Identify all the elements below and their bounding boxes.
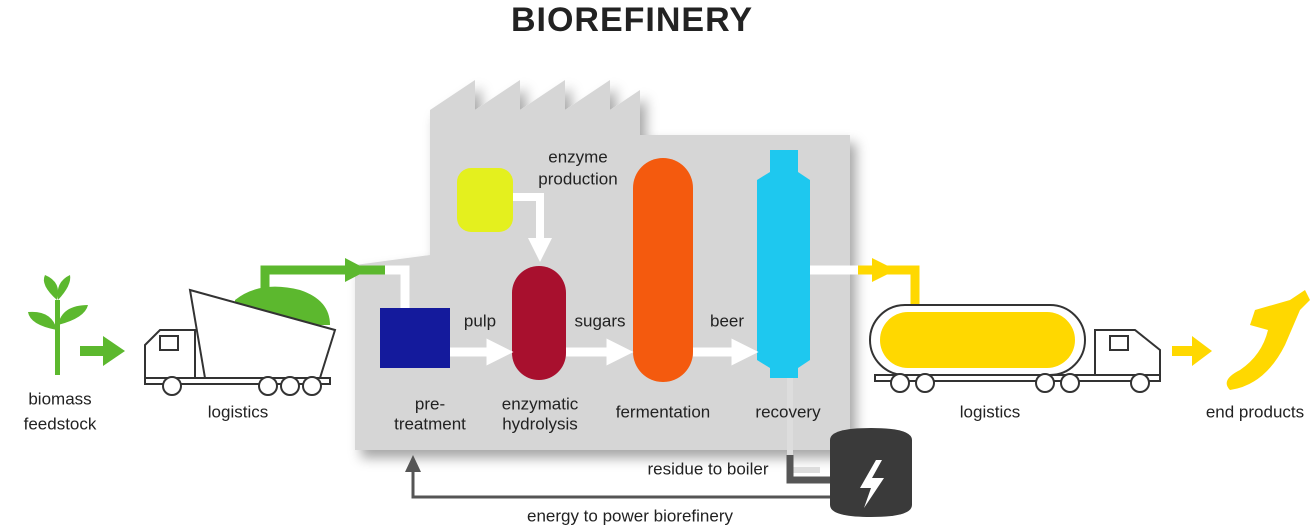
fermentation-tank: [633, 158, 693, 382]
feed-pipe-white: [385, 265, 410, 308]
label: treatment: [394, 414, 466, 433]
label: hydrolysis: [502, 414, 578, 433]
fuel-nozzle: [1226, 290, 1310, 390]
label: production: [538, 169, 617, 188]
hydrolysis-tank: [512, 266, 566, 380]
label: energy to power biorefinery: [527, 506, 734, 525]
label: fermentation: [616, 402, 711, 421]
recovery-column: [757, 150, 810, 378]
end-arrow: [1172, 336, 1212, 366]
energy-line: [411, 468, 830, 499]
label: enzymatic: [502, 394, 579, 413]
pretreatment-box: [380, 308, 450, 368]
enzyme-tank: [457, 168, 513, 232]
residue-arrow: [786, 455, 830, 484]
energy-arrow: [405, 455, 421, 472]
dump-truck: [144, 286, 337, 396]
plant-icon: [28, 275, 88, 375]
biomass-arrow: [80, 336, 125, 366]
label: residue to boiler: [648, 459, 769, 478]
label: feedstock: [24, 414, 97, 433]
title: BIOREFINERY: [511, 1, 753, 39]
label: logistics: [960, 402, 1020, 421]
product-arrow: [872, 258, 896, 282]
label: logistics: [208, 402, 268, 421]
label: pulp: [464, 311, 496, 330]
boiler: [830, 428, 912, 517]
enzyme-arrow: [513, 193, 552, 262]
feed-arrow-green: [345, 258, 368, 282]
label: biomass: [28, 389, 91, 408]
tanker-truck: [869, 304, 1161, 393]
label: sugars: [574, 311, 625, 330]
label: recovery: [755, 402, 821, 421]
label: beer: [710, 311, 744, 330]
label: end products: [1206, 402, 1304, 421]
label: pre-: [415, 394, 445, 413]
label: enzyme: [548, 147, 608, 166]
